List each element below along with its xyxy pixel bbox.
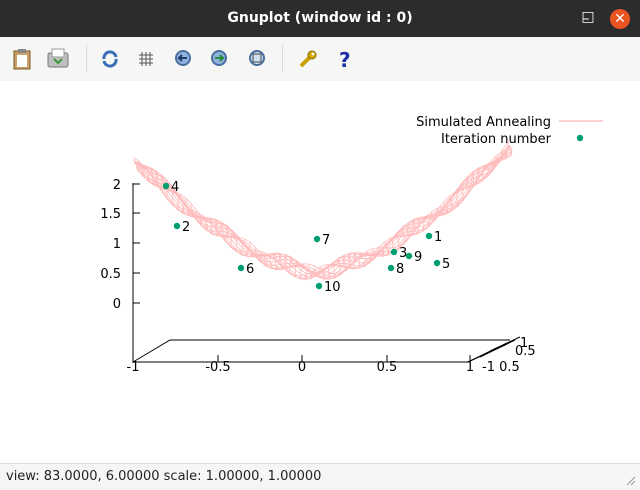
x-tick-label: 0.5 xyxy=(377,360,398,375)
autoscale-icon xyxy=(249,50,265,66)
y-axis-ticks xyxy=(467,336,521,363)
data-point xyxy=(162,182,170,190)
y-tick-label: 0.5 xyxy=(515,344,536,359)
surface-plot: 21.510.50-1 -0.5 0 0.5 110.5-1 0.5Simulated … xyxy=(100,115,603,375)
toolbar-separator xyxy=(282,45,283,73)
toolbar: ? xyxy=(0,37,640,81)
z-tick-label: 0 xyxy=(113,297,121,312)
svg-text:?: ? xyxy=(339,48,351,70)
legend-point-swatch xyxy=(576,134,584,142)
data-point xyxy=(405,252,413,260)
data-point xyxy=(425,232,433,240)
base-front-edge xyxy=(133,343,508,363)
minimize-button[interactable]: – xyxy=(582,11,590,27)
replot-icon xyxy=(102,50,118,68)
status-bar: view: 83.0000, 6.00000 scale: 1.00000, 1… xyxy=(0,463,640,490)
y-tick-label: 1 xyxy=(520,336,528,351)
data-point xyxy=(173,222,181,230)
toolbar-separator xyxy=(86,45,87,73)
print-icon xyxy=(47,48,69,68)
legend-label: Simulated Annealing xyxy=(416,115,551,130)
plot-area[interactable]: 2 1.5 1 0.5 0 -1 -0.5 0 0.5 1 1 0.5 -1 0.5 Simulated … xyxy=(0,81,640,461)
help-button[interactable]: ? xyxy=(332,45,360,73)
settings-wrench-icon xyxy=(299,50,317,68)
data-point xyxy=(390,248,398,256)
surface-line xyxy=(133,141,509,277)
data-point-label: 8 xyxy=(396,262,404,277)
data-point-label: 10 xyxy=(324,280,341,295)
data-point-label: 5 xyxy=(442,257,450,272)
data-point xyxy=(237,264,245,272)
grid-icon xyxy=(139,52,153,66)
base-back-edge xyxy=(132,339,510,363)
surface-line xyxy=(136,151,511,277)
data-point-label: 3 xyxy=(399,246,407,261)
settings-button[interactable] xyxy=(294,45,322,73)
z-tick-label: 1.5 xyxy=(100,207,121,222)
surface-line xyxy=(136,148,511,275)
x-tick-label: -1 xyxy=(127,360,140,375)
print-button[interactable] xyxy=(44,45,72,73)
x-tick-label: 1 xyxy=(466,360,474,375)
copy-clipboard-button[interactable] xyxy=(8,45,36,73)
surface-line xyxy=(134,146,509,280)
y-tick-label: -1 0.5 xyxy=(482,360,520,375)
data-point xyxy=(313,235,321,243)
maximize-button[interactable]: □ xyxy=(581,9,595,25)
x-tick-label: -0.5 xyxy=(205,360,230,375)
legend-label: Iteration number xyxy=(441,132,552,147)
x-tick-label: 0 xyxy=(298,360,306,375)
surface-line xyxy=(134,146,510,280)
surface-line xyxy=(136,153,512,279)
resize-grip-icon[interactable] xyxy=(626,476,636,486)
data-point-label: 4 xyxy=(171,180,179,195)
legend: Simulated Annealing Iteration number xyxy=(416,115,603,147)
data-point-label: 1 xyxy=(434,230,442,245)
z-tick-label: 0.5 xyxy=(100,267,121,282)
close-button[interactable]: ✕ xyxy=(610,9,630,29)
copy-clipboard-icon xyxy=(13,49,31,70)
surface-line xyxy=(134,144,509,279)
autoscale-button[interactable] xyxy=(244,45,272,73)
zoom-next-button[interactable] xyxy=(206,45,234,73)
surface-line xyxy=(137,147,513,275)
z-tick-label: 1 xyxy=(113,237,121,252)
iteration-points: 4 2 7 1 3 98 5 6 10 xyxy=(162,180,450,295)
z-tick-label: 2 xyxy=(113,178,121,193)
data-point xyxy=(433,259,441,267)
data-point xyxy=(315,282,323,290)
data-point-label: 2 xyxy=(182,220,190,235)
data-point-label: 9 xyxy=(414,250,422,265)
zoom-previous-icon xyxy=(175,50,191,66)
data-point xyxy=(387,264,395,272)
status-text: view: 83.0000, 6.00000 scale: 1.00000, 1… xyxy=(6,469,322,484)
zoom-previous-button[interactable] xyxy=(170,45,198,73)
surface-mesh xyxy=(133,141,513,281)
help-icon: ? xyxy=(339,48,351,70)
window-title: Gnuplot (window id : 0) xyxy=(227,10,413,26)
data-point-label: 7 xyxy=(322,233,330,248)
grid-button[interactable] xyxy=(132,45,160,73)
replot-button[interactable] xyxy=(96,45,124,73)
title-bar: Gnuplot (window id : 0) – □ ✕ xyxy=(0,0,640,37)
data-point-label: 6 xyxy=(246,262,254,277)
zoom-next-icon xyxy=(211,50,227,66)
